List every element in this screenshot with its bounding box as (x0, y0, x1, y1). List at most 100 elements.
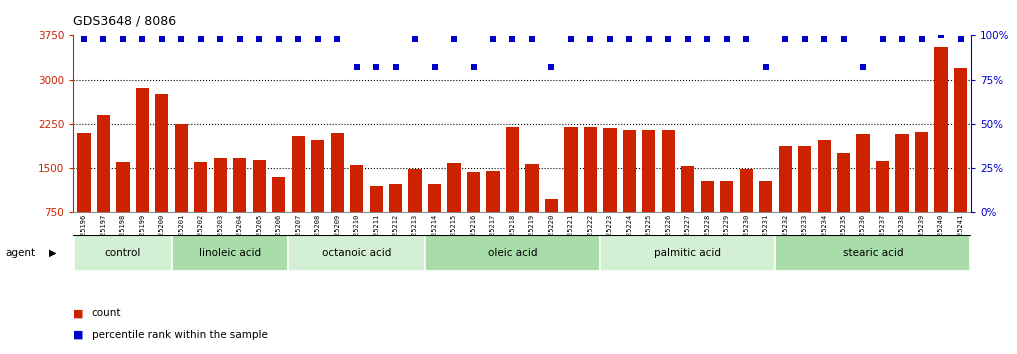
Bar (776, 235, 970, 271)
Bar (74, 235, 172, 271)
Bar (759, 181, 772, 212)
Point (816, 36, 832, 42)
Point (855, 64, 872, 70)
Point (309, 36, 325, 42)
Point (933, 33, 949, 38)
Text: ■: ■ (73, 308, 83, 318)
Point (875, 36, 891, 42)
Point (524, 36, 540, 42)
Bar (311, 140, 324, 212)
Bar (369, 186, 382, 212)
Bar (603, 128, 616, 212)
Text: agent: agent (5, 248, 36, 258)
Point (758, 64, 774, 70)
Bar (331, 133, 344, 212)
Point (349, 64, 365, 70)
Bar (350, 165, 363, 212)
Bar (681, 166, 695, 212)
Point (660, 36, 676, 42)
Bar (837, 153, 850, 212)
Text: palmitic acid: palmitic acid (654, 248, 721, 258)
Point (192, 36, 208, 42)
Bar (954, 68, 967, 212)
Text: oleic acid: oleic acid (488, 248, 537, 258)
Bar (289, 235, 425, 271)
Text: octanoic acid: octanoic acid (322, 248, 392, 258)
Bar (545, 199, 558, 212)
Bar (273, 177, 286, 212)
Bar (467, 172, 480, 212)
Point (154, 36, 170, 42)
Bar (425, 235, 600, 271)
Bar (214, 158, 227, 212)
Bar (935, 47, 948, 212)
Point (232, 36, 248, 42)
Point (679, 36, 696, 42)
Text: count: count (92, 308, 121, 318)
Bar (622, 130, 636, 212)
Point (96, 36, 112, 42)
Point (213, 36, 229, 42)
Point (134, 36, 151, 42)
Bar (584, 127, 597, 212)
Bar (818, 140, 831, 212)
Bar (915, 132, 929, 212)
Bar (233, 158, 246, 212)
Point (504, 36, 521, 42)
Bar (662, 130, 675, 212)
Bar (409, 169, 422, 212)
Text: percentile rank within the sample: percentile rank within the sample (92, 330, 267, 339)
Bar (564, 127, 578, 212)
Bar (388, 184, 403, 212)
Point (836, 36, 852, 42)
Bar (172, 235, 289, 271)
Text: ■: ■ (73, 330, 83, 339)
Point (894, 36, 910, 42)
Bar (505, 127, 519, 212)
Point (641, 36, 657, 42)
Point (543, 64, 559, 70)
Point (426, 64, 442, 70)
Point (445, 36, 462, 42)
Point (368, 64, 384, 70)
Bar (895, 134, 909, 212)
Point (387, 64, 404, 70)
Point (330, 36, 346, 42)
Point (290, 36, 306, 42)
Bar (876, 161, 889, 212)
Bar (175, 124, 188, 212)
Bar (701, 181, 714, 212)
Point (913, 36, 930, 42)
Point (562, 36, 579, 42)
Bar (292, 136, 305, 212)
Bar (486, 171, 499, 212)
Text: ▶: ▶ (49, 248, 56, 258)
Text: linoleic acid: linoleic acid (199, 248, 261, 258)
Point (583, 36, 599, 42)
Point (485, 36, 501, 42)
Point (115, 36, 131, 42)
Point (777, 36, 793, 42)
Bar (97, 115, 110, 212)
Point (173, 36, 189, 42)
Bar (116, 162, 129, 212)
Point (271, 36, 287, 42)
Bar (252, 160, 265, 212)
Text: GDS3648 / 8086: GDS3648 / 8086 (73, 14, 176, 27)
Point (952, 36, 968, 42)
Bar (856, 134, 870, 212)
Point (719, 36, 735, 42)
Point (621, 36, 638, 42)
Point (796, 36, 813, 42)
Text: stearic acid: stearic acid (843, 248, 903, 258)
Bar (779, 146, 792, 212)
Bar (447, 164, 461, 212)
Point (76, 36, 93, 42)
Text: control: control (105, 248, 141, 258)
Bar (798, 146, 812, 212)
Bar (428, 184, 441, 212)
Point (602, 36, 618, 42)
Bar (720, 181, 733, 212)
Bar (526, 164, 539, 212)
Point (466, 64, 482, 70)
